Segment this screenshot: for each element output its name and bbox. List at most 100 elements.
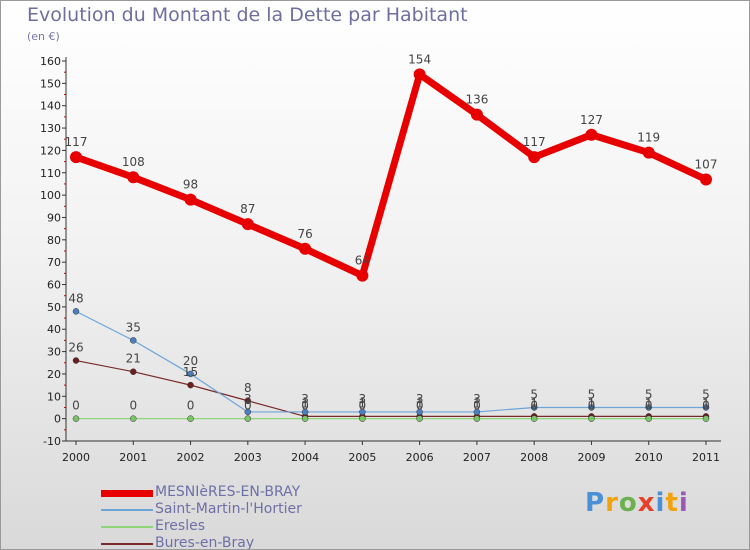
x-tick-label: 2003 [234,451,262,464]
data-point [244,397,252,405]
y-tick-label: 50 [47,301,61,314]
data-label: 3 [301,392,309,406]
data-point [72,357,80,364]
y-tick-label: 110 [40,167,61,180]
x-tick-label: 2009 [577,451,605,464]
data-label: 0 [129,399,137,413]
logo-letter: P [585,488,606,518]
data-label: 127 [580,113,603,127]
data-point [530,415,538,422]
data-point [642,146,655,159]
data-label: 87 [240,202,255,216]
data-point [359,408,366,416]
data-point [588,404,595,411]
x-tick-label: 2001 [119,451,147,464]
chart-unit: (en €) [27,30,60,43]
legend-swatch [101,543,153,545]
series-line-3 [75,359,706,418]
data-label: 5 [702,387,710,401]
x-tick-label: 2010 [635,451,663,464]
data-point [187,415,194,422]
y-tick-label: 120 [40,144,61,157]
data-point [645,404,652,411]
data-label: 0 [645,399,653,413]
legend-swatch [101,526,153,528]
data-point [244,408,252,416]
y-tick-label: 70 [47,256,61,269]
data-label: 3 [359,392,367,406]
data-label: 119 [637,131,660,145]
data-point [299,242,312,255]
data-point [702,404,710,411]
y-tick-label: 0 [54,413,61,426]
series-line-1 [75,310,706,413]
data-label: 76 [297,227,312,241]
data-label: 98 [183,178,198,192]
data-label: 20 [183,354,198,368]
x-tick-label: 2004 [291,451,319,464]
data-point [530,404,538,411]
data-point [187,381,194,389]
data-point [130,337,137,344]
data-label: 35 [126,320,141,334]
data-label: 1 [301,396,309,410]
data-label: 0 [530,399,538,413]
logo-letter: x [637,488,656,518]
data-point [72,415,80,422]
data-point [301,415,309,422]
data-label: 0 [473,399,481,413]
data-label: 0 [359,399,367,413]
data-label: 3 [416,392,424,406]
data-label: 3 [244,392,252,406]
data-label: 5 [530,387,538,401]
data-label: 107 [695,157,718,171]
y-tick-label: 30 [47,346,61,359]
y-tick-label: 100 [40,189,61,202]
data-label: 3 [473,392,481,406]
data-point [130,415,137,422]
data-label: 15 [183,365,198,379]
data-label: 0 [588,399,596,413]
legend-label: Saint-Martin-l'Hortier [155,501,302,517]
data-label: 21 [126,352,141,366]
data-point [528,151,541,164]
data-point [588,415,595,422]
y-tick-label: 20 [47,368,61,381]
data-point [473,415,481,422]
legend-swatch [101,509,153,511]
data-label: 1 [645,396,653,410]
data-label: 0 [416,399,424,413]
data-label: 1 [530,396,538,410]
data-point [700,173,712,186]
data-label: 0 [72,399,80,413]
data-label: 0 [702,399,710,413]
data-label: 117 [523,135,546,149]
data-point [72,308,80,315]
y-tick-label: 10 [47,390,61,403]
y-tick-label: 150 [40,77,61,90]
x-tick-label: 2000 [62,451,90,464]
data-label: 0 [187,399,195,413]
data-label: 108 [122,155,145,169]
data-label: 1 [473,396,481,410]
chart-title: Evolution du Montant de la Dette par Hab… [27,4,468,26]
data-point [184,193,197,206]
logo-letter: o [618,488,638,518]
data-label: 48 [68,291,83,305]
legend-swatch [101,489,153,497]
data-label: 8 [244,381,252,395]
data-point [241,218,254,231]
data-point [356,269,369,282]
legend-label: Bures-en-Bray [155,535,255,550]
data-point [473,408,481,416]
legend-label: MESNIèRES-EN-BRAY [155,484,301,500]
data-point [645,415,652,422]
data-point [702,415,710,422]
data-label: 0 [301,399,309,413]
logo-letter: t [665,488,679,518]
data-point [70,151,82,164]
y-tick-label: 140 [40,100,61,113]
data-label: 5 [645,387,653,401]
legend-label: Eresles [155,518,205,534]
